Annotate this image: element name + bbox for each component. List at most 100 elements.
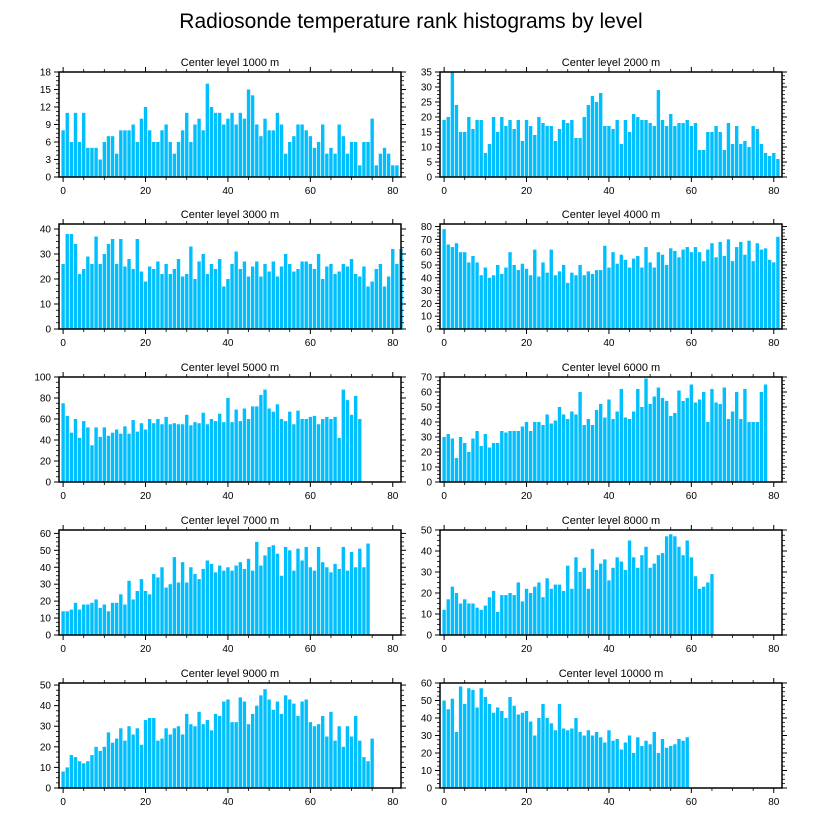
histogram-bar: [594, 102, 599, 177]
histogram-bar: [702, 392, 706, 482]
histogram-bar: [156, 419, 160, 482]
histogram-bar: [61, 264, 65, 329]
histogram-bar: [259, 565, 263, 635]
histogram-bar: [533, 735, 537, 788]
histogram-bar: [599, 93, 603, 177]
histogram-panel: Center level 8000 m 0 10 20 30 40 50 0 20 40 60 80: [421, 515, 787, 655]
histogram-bar: [296, 548, 300, 635]
histogram-bar: [246, 419, 251, 482]
histogram-bar: [180, 424, 185, 482]
histogram-bar: [353, 142, 358, 177]
histogram-bar: [246, 276, 251, 329]
histogram-bar: [304, 261, 308, 329]
histogram-bar: [718, 132, 722, 177]
histogram-bar: [259, 276, 263, 329]
y-tick-label: 0: [426, 631, 432, 642]
histogram-bar: [292, 271, 296, 329]
histogram-bar: [586, 271, 591, 329]
y-tick-label: 10: [40, 614, 52, 625]
histogram-bar: [594, 410, 599, 482]
histogram-bar: [603, 126, 607, 177]
y-tick-label: 10: [421, 463, 433, 474]
histogram-bar: [541, 597, 545, 635]
histogram-bar: [312, 269, 317, 329]
histogram-bar: [250, 95, 255, 177]
histogram-bar: [288, 411, 292, 482]
histogram-bar: [496, 707, 500, 788]
histogram-bar: [533, 586, 537, 635]
histogram-bar: [660, 739, 665, 788]
histogram-bar: [115, 602, 119, 635]
histogram-bar: [743, 141, 747, 177]
histogram-bar: [325, 416, 329, 482]
histogram-bar: [483, 605, 488, 635]
histogram-bar: [189, 724, 193, 788]
histogram-bar: [710, 574, 714, 635]
histogram-bar: [599, 563, 603, 635]
histogram-bar: [218, 259, 222, 329]
histogram-bar: [677, 123, 681, 177]
histogram-bar: [147, 594, 152, 635]
histogram-bar: [450, 72, 455, 177]
histogram-bar: [209, 264, 214, 329]
y-tick-label: 30: [40, 250, 52, 261]
histogram-bar: [106, 732, 111, 788]
histogram-bar: [631, 557, 636, 635]
panel-title: Center level 5000 m: [181, 362, 279, 374]
y-tick-label: 30: [421, 433, 433, 444]
histogram-bar: [611, 252, 615, 329]
histogram-bar: [491, 712, 496, 788]
histogram-bar: [479, 120, 483, 177]
histogram-bar: [442, 120, 446, 177]
histogram-bar: [321, 715, 325, 788]
histogram-bar: [370, 281, 374, 329]
histogram-bar: [86, 427, 90, 482]
histogram-bar: [226, 699, 230, 788]
histogram-bar: [94, 427, 98, 482]
x-tick-label: 0: [60, 644, 66, 655]
histogram-bar: [201, 254, 205, 329]
histogram-bar: [312, 415, 317, 482]
x-tick-label: 0: [441, 797, 447, 808]
histogram-bar: [755, 422, 759, 482]
y-tick-label: 18: [40, 68, 52, 79]
histogram-bar: [127, 130, 131, 177]
histogram-bar: [189, 425, 193, 482]
histogram-bar: [458, 686, 463, 788]
x-tick-label: 0: [441, 186, 447, 197]
histogram-bar: [685, 737, 689, 788]
histogram-bar: [86, 256, 90, 329]
histogram-bar: [722, 150, 726, 177]
plot-frame: [439, 376, 783, 483]
histogram-bar: [743, 254, 747, 329]
histogram-bar: [271, 709, 275, 788]
histogram-bar: [557, 584, 562, 635]
histogram-bar: [222, 286, 226, 329]
histogram-bar: [681, 123, 685, 177]
histogram-bar: [636, 117, 640, 177]
histogram-bar: [127, 726, 131, 788]
histogram-bar: [545, 272, 549, 329]
histogram-bar: [98, 264, 102, 329]
histogram-bar: [230, 722, 234, 788]
histogram-bar: [500, 595, 504, 635]
histogram-bar: [255, 261, 259, 329]
histogram-bar: [271, 545, 275, 635]
histogram-panel: Center level 10000 m 0 10 20 30 40 50 60 0 20 40 60…: [421, 668, 787, 808]
histogram-bar: [570, 120, 574, 177]
histogram-bar: [471, 690, 475, 788]
histogram-panel: Center level 6000 m 0 10 20 30 40 50 60 70 0 20 40 6…: [421, 362, 787, 502]
histogram-bar: [582, 425, 586, 482]
histogram-bar: [143, 590, 148, 635]
histogram-bar: [660, 120, 665, 177]
histogram-bar: [329, 711, 333, 788]
histogram-bar: [528, 431, 533, 482]
histogram-bar: [395, 165, 399, 177]
histogram-bar: [94, 236, 98, 329]
histogram-bar: [652, 267, 656, 329]
histogram-bar: [537, 582, 541, 635]
histogram-bar: [751, 126, 755, 177]
histogram-bar: [553, 730, 558, 788]
histogram-bar: [255, 406, 259, 482]
histogram-bar: [454, 593, 459, 635]
